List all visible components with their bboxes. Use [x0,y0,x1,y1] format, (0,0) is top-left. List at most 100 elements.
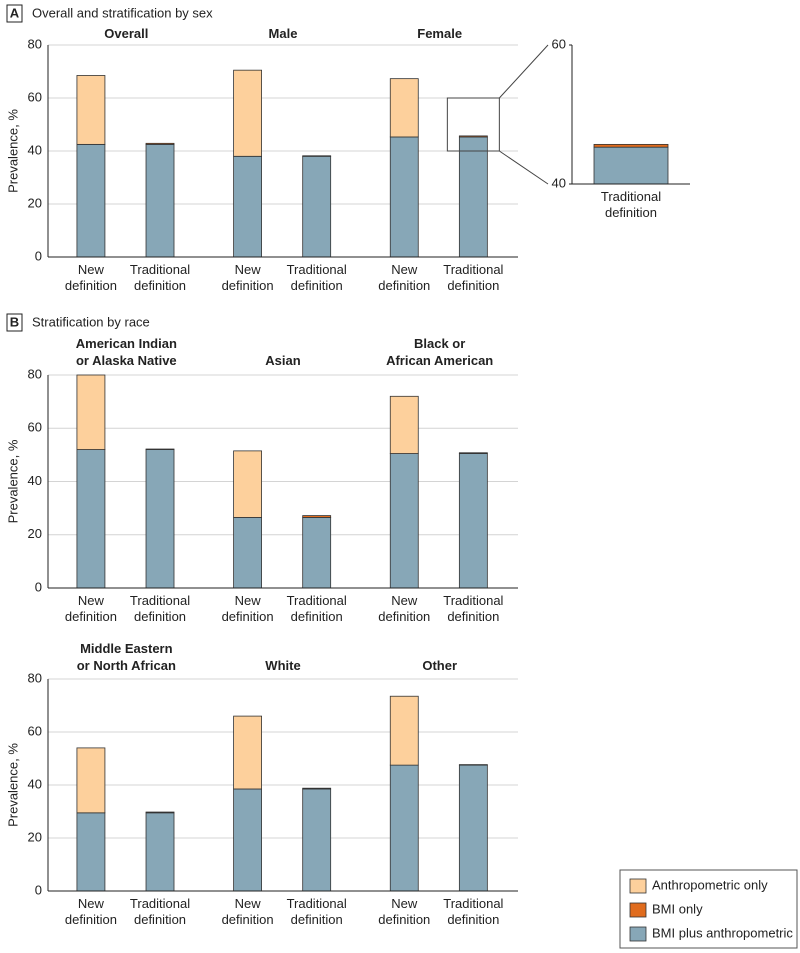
bar-segment [389,764,419,892]
x-tick-label: Traditional definition [130,262,190,293]
bar-segment [145,811,175,814]
x-tick-label: New definition [65,262,117,293]
y-tick-label: 80 [28,36,42,51]
bar-segment [302,155,332,258]
y-axis-title: Prevalence, % [5,743,20,827]
panel-label: A [10,5,20,20]
bar-segment [145,448,175,450]
bar-segment [458,135,488,138]
bar-segment [458,764,488,766]
x-tick-label: New definition [222,896,274,927]
group-label: Overall [104,26,148,41]
group-label: Male [269,26,298,41]
bar-segment [302,787,332,790]
legend-label: Anthropometric only [652,877,768,892]
x-tick-label: New definition [65,593,117,624]
bar-segment [458,452,488,454]
bar-segment [76,747,106,814]
bar-segment [233,155,262,258]
bar-segment [389,395,419,454]
bar-segment [233,715,262,790]
x-tick-label: New definition [378,262,430,293]
zoom-connector [499,150,549,185]
bar-segment [389,695,419,766]
bar-segment [389,78,419,138]
y-tick-label: 0 [35,579,42,594]
x-tick-label: New definition [378,593,430,624]
y-tick-label: 40 [28,776,42,791]
panel-label-box [6,4,23,23]
y-tick-label: 60 [28,723,42,738]
panel-label: B [10,314,19,329]
x-tick-label: New definition [378,896,430,927]
bar-segment [593,143,669,148]
y-tick-label: 20 [28,526,42,541]
bar-segment [233,517,262,589]
bar-segment [389,453,419,589]
legend-swatch [629,878,647,894]
x-tick-label: Traditional definition [287,262,347,293]
bar-segment [76,143,106,258]
legend-label: BMI only [652,901,703,916]
y-tick-label: 60 [552,36,566,51]
y-tick-label: 0 [35,248,42,263]
bar-segment [145,449,175,589]
group-label: White [265,658,300,673]
bar-segment [145,142,175,145]
bar-segment [233,788,262,892]
bar-segment [389,136,419,258]
panel-title: Stratification by race [32,314,150,329]
group-label: Female [417,26,462,41]
y-tick-label: 20 [28,195,42,210]
zoom-connector [498,44,549,99]
panel-label-box [6,313,23,332]
group-label: Other [422,658,457,673]
legend-swatch [629,902,647,918]
group-label: American Indian or Alaska Native [76,336,177,368]
x-tick-label: Traditional definition [443,896,503,927]
group-label: Middle Eastern or North African [77,641,176,673]
bar-segment [76,449,106,589]
y-axis-title: Prevalence, % [5,109,20,193]
bar-segment [302,517,332,589]
x-tick-label: New definition [222,593,274,624]
y-axis-title: Prevalence, % [5,439,20,523]
x-tick-label: Traditional definition [443,593,503,624]
bar-segment [145,143,175,258]
panel-title: Overall and stratification by sex [32,5,213,20]
y-tick-label: 80 [28,670,42,685]
x-tick-label: New definition [222,262,274,293]
y-tick-label: 80 [28,366,42,381]
bar-segment [302,515,332,518]
y-tick-label: 20 [28,829,42,844]
bar-segment [233,450,262,518]
y-tick-label: 0 [35,882,42,897]
y-tick-label: 60 [28,89,42,104]
x-tick-label: Traditional definition [130,896,190,927]
bar-segment [458,764,488,892]
y-tick-label: 40 [28,142,42,157]
group-label: Asian [265,353,300,368]
bar-segment [145,812,175,892]
y-tick-label: 40 [28,473,42,488]
bar-segment [76,812,106,892]
y-tick-label: 40 [552,175,566,190]
legend-swatch [629,926,647,942]
x-tick-label: Traditional definition [287,896,347,927]
bar-segment [233,69,262,157]
legend-label: BMI plus anthropometric [652,925,793,940]
x-tick-label: New definition [65,896,117,927]
bar-segment [458,136,488,258]
bar-segment [593,146,669,185]
x-tick-label: Traditional definition [130,593,190,624]
y-tick-label: 60 [28,420,42,435]
legend-box [619,869,798,949]
bar-segment [458,453,488,589]
x-tick-label: Traditional definition [601,189,661,220]
bar-segment [76,75,106,145]
group-label: Black or African American [386,336,493,368]
bar-segment [302,155,332,157]
x-tick-label: Traditional definition [287,593,347,624]
x-tick-label: Traditional definition [443,262,503,293]
